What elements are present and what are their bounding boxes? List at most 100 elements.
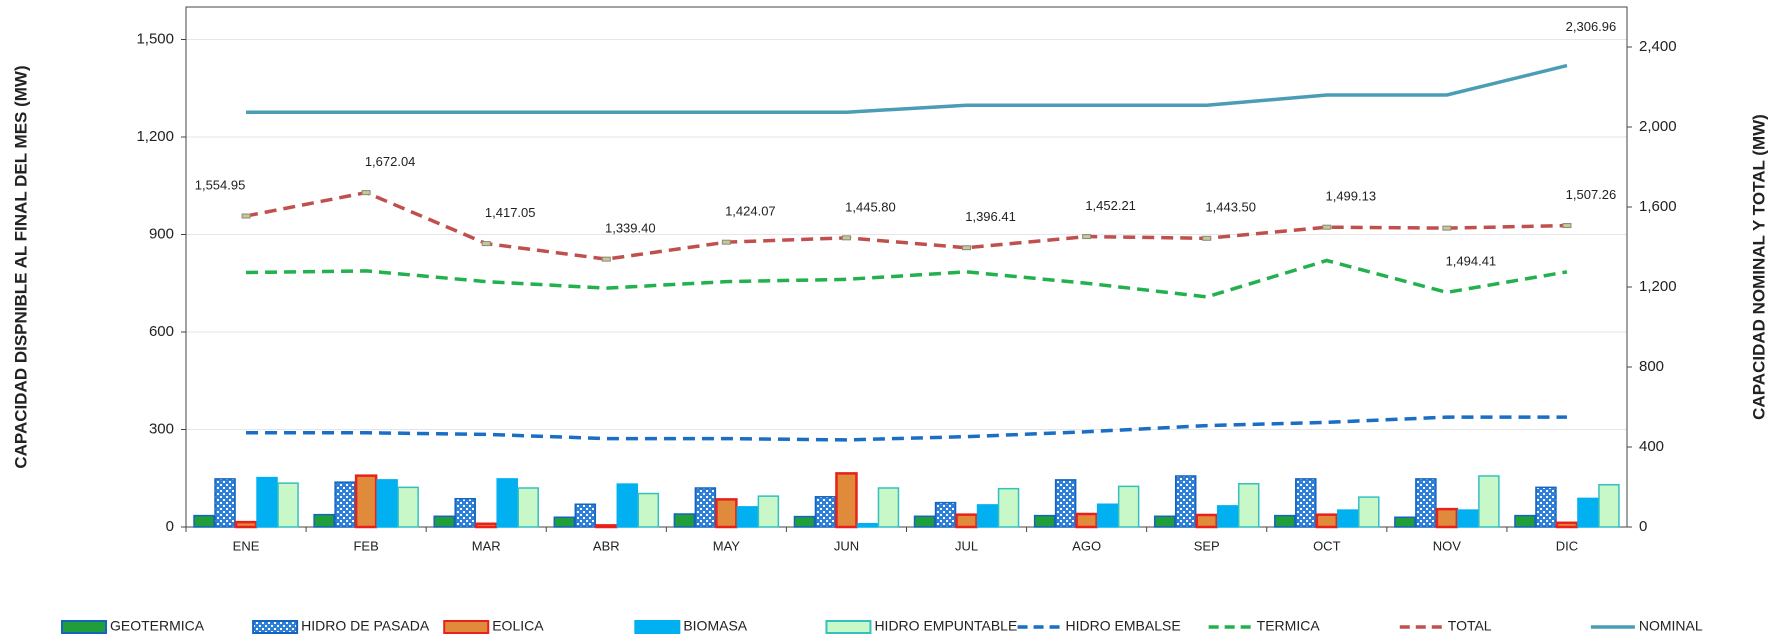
bar: [1394, 516, 1416, 528]
bar: [397, 486, 419, 528]
bar: [553, 516, 576, 528]
bar: [1075, 512, 1098, 529]
y-axis-title: CAPACIDAD DISPNIBLE AL FINAL DEL MES (MW…: [11, 65, 30, 468]
point-marker: [241, 213, 251, 219]
value-label: 1,554.95: [195, 177, 246, 192]
bar: [793, 515, 816, 528]
bar: [1033, 514, 1056, 528]
y-tick-label: 300: [149, 420, 174, 437]
bar: [736, 506, 759, 528]
bar: [637, 492, 660, 528]
y2-tick-label: 0: [1639, 518, 1647, 535]
bar: [474, 522, 498, 529]
x-tick-label: OCT: [1313, 538, 1341, 553]
x-tick-label: FEB: [353, 538, 378, 553]
value-label: 1,499.13: [1325, 189, 1376, 204]
bar: [1358, 496, 1380, 528]
y2-tick-label: 800: [1639, 358, 1664, 375]
legend-label: HIDRO EMBALSE: [1066, 618, 1181, 634]
bar: [1415, 478, 1437, 528]
bar: [934, 501, 957, 528]
legend-swatch: [61, 620, 107, 634]
x-tick-label: AGO: [1072, 538, 1101, 553]
bar: [715, 498, 738, 529]
value-label: 1,417.05: [485, 205, 536, 220]
value-label: 1,445.80: [845, 199, 896, 214]
bar: [1598, 484, 1620, 528]
bar: [313, 513, 335, 528]
bar: [1295, 478, 1317, 528]
bar: [757, 495, 780, 528]
legend-swatch: [634, 620, 681, 634]
bar: [376, 479, 398, 528]
line: [246, 63, 1568, 114]
bar: [1274, 514, 1296, 528]
point-marker: [481, 241, 491, 247]
bar: [214, 478, 236, 528]
bar: [574, 503, 597, 528]
x-tick-label: DIC: [1556, 538, 1578, 553]
bar: [595, 524, 618, 529]
bar: [835, 472, 858, 529]
bar: [517, 487, 539, 528]
y2-tick-label: 1,600: [1639, 198, 1677, 215]
bar: [976, 504, 999, 528]
value-label: 1,452.21: [1085, 198, 1136, 213]
bar: [277, 482, 299, 528]
value-label: 1,507.26: [1566, 187, 1617, 202]
bar: [1237, 483, 1260, 528]
legend-swatch: [443, 620, 490, 634]
point-marker: [1202, 235, 1212, 241]
bar: [1555, 521, 1579, 529]
bar: [1514, 514, 1536, 528]
x-tick-label: SEP: [1194, 538, 1220, 553]
legend-label: TERMICA: [1257, 618, 1321, 634]
bar: [1577, 497, 1599, 528]
x-tick-label: JUL: [955, 538, 978, 553]
plot-frame: [185, 6, 1628, 528]
bar: [1315, 513, 1339, 529]
bar: [1478, 475, 1500, 528]
point-marker: [1322, 224, 1332, 230]
legend-label: BIOMASA: [683, 618, 747, 634]
x-tick-label: ENE: [233, 538, 260, 553]
y-tick-label: 1,200: [136, 128, 174, 145]
bar: [1435, 507, 1459, 529]
legend-swatch: [252, 620, 299, 634]
point-marker: [721, 239, 731, 245]
value-label: 1,339.40: [605, 221, 656, 236]
line: [246, 258, 1568, 299]
legend-label: NOMINAL: [1639, 618, 1703, 634]
point-marker: [1562, 223, 1572, 229]
legend-label: HIDRO DE PASADA: [301, 618, 430, 634]
legend-label: HIDRO EMPUNTABLE: [874, 618, 1017, 634]
bar: [1054, 479, 1077, 528]
x-tick-label: ABR: [593, 538, 620, 553]
bar: [616, 483, 639, 528]
bar: [1337, 509, 1359, 528]
y2-tick-label: 400: [1639, 438, 1664, 455]
bar: [1153, 515, 1176, 528]
bar: [694, 487, 717, 528]
bar: [1174, 475, 1197, 528]
bar: [814, 496, 837, 528]
value-label: 1,424.07: [725, 204, 776, 219]
bar: [1457, 509, 1479, 528]
line: [245, 190, 1567, 261]
bar: [1096, 503, 1119, 528]
value-label: 1,396.41: [965, 209, 1016, 224]
bar: [955, 513, 978, 529]
y-tick-label: 900: [149, 225, 174, 242]
legend-label: TOTAL: [1448, 618, 1492, 634]
bar: [913, 515, 936, 528]
bar: [496, 478, 518, 528]
value-label: 1,443.50: [1205, 200, 1256, 215]
x-tick-label: MAY: [713, 538, 741, 553]
line: [246, 415, 1567, 442]
bar: [997, 487, 1020, 528]
point-marker: [1082, 234, 1092, 240]
legend-label: GEOTERMICA: [110, 618, 205, 634]
y2-tick-label: 2,000: [1639, 118, 1677, 135]
y2-tick-label: 2,400: [1639, 38, 1677, 55]
